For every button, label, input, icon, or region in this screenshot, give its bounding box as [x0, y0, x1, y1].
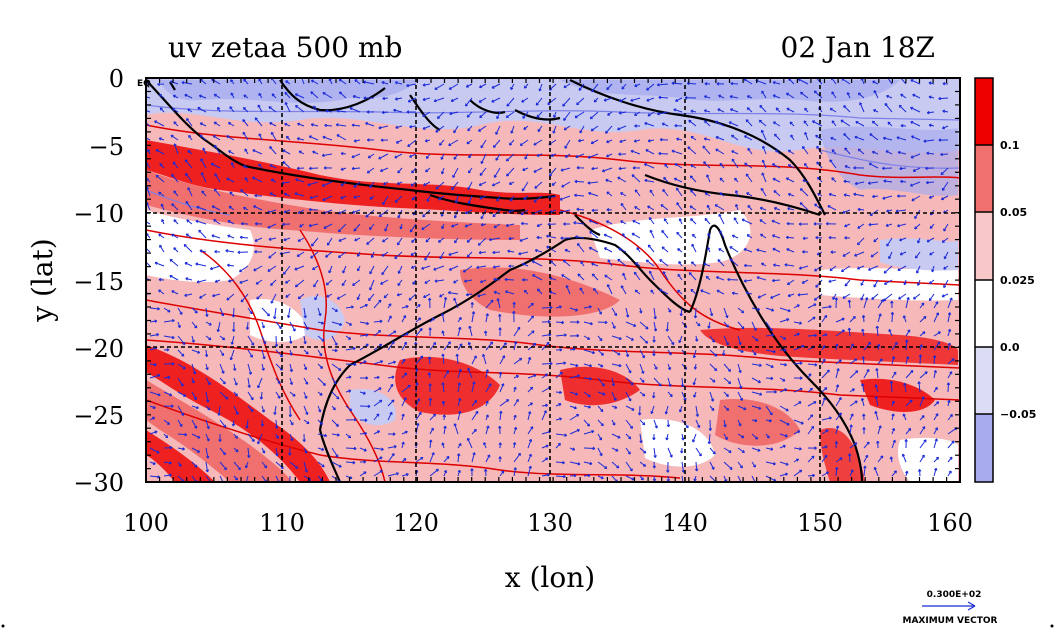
colorbar-segment — [975, 414, 993, 482]
x-tick-label: 110 — [259, 509, 305, 537]
colorbar-segment — [975, 280, 993, 347]
y-axis-label: y (lat) — [26, 238, 59, 322]
y-tick-labels: 0 −5 −10 −15 −20 −25 −30 — [73, 65, 124, 497]
colorbar-label: −0.05 — [1000, 408, 1036, 421]
y-tick-label: −25 — [73, 402, 124, 430]
colorbar-label: 0.0 — [1000, 341, 1020, 354]
vector-legend-arrowhead — [967, 601, 976, 611]
x-tick-label: 100 — [123, 509, 169, 537]
plot-title: uv zetaa 500 mb — [168, 31, 402, 64]
minor-ticks — [145, 77, 960, 482]
colorbar-segment — [975, 78, 993, 145]
plot-date: 02 Jan 18Z — [781, 31, 935, 64]
wind-vectors — [146, 78, 958, 482]
colorbar-label: 0.05 — [1000, 206, 1027, 219]
x-tick-label: 150 — [797, 509, 843, 537]
x-tick-labels: 100 110 120 130 140 150 160 — [123, 509, 973, 537]
y-tick-label: 0 — [109, 65, 124, 93]
y-tick-label: −15 — [73, 268, 124, 296]
colorbar-segment — [975, 347, 993, 414]
x-tick-label: 120 — [393, 509, 439, 537]
colorbar-segment — [975, 212, 993, 280]
x-axis-label: x (lon) — [505, 561, 595, 594]
vector-legend-value: 0.300E+02 — [927, 590, 982, 600]
x-tick-label: 130 — [527, 509, 573, 537]
vector-legend: 0.300E+02 MAXIMUM VECTOR — [902, 590, 997, 626]
y-tick-label: −30 — [73, 469, 124, 497]
colorbar-segment — [975, 145, 993, 212]
colorbar-label: 0.025 — [1000, 274, 1035, 287]
y-tick-label: −10 — [73, 200, 124, 228]
colorbar: 0.1 0.05 0.025 0.0 −0.05 — [974, 77, 1036, 483]
vector-legend-caption: MAXIMUM VECTOR — [902, 616, 997, 626]
grid-lines — [146, 78, 960, 482]
x-tick-label: 140 — [662, 509, 708, 537]
colorbar-label: 0.1 — [1000, 139, 1020, 152]
equator-label: EQ — [137, 79, 151, 89]
y-tick-label: −5 — [89, 133, 124, 161]
y-tick-label: −20 — [73, 335, 124, 363]
x-tick-label: 160 — [927, 509, 973, 537]
